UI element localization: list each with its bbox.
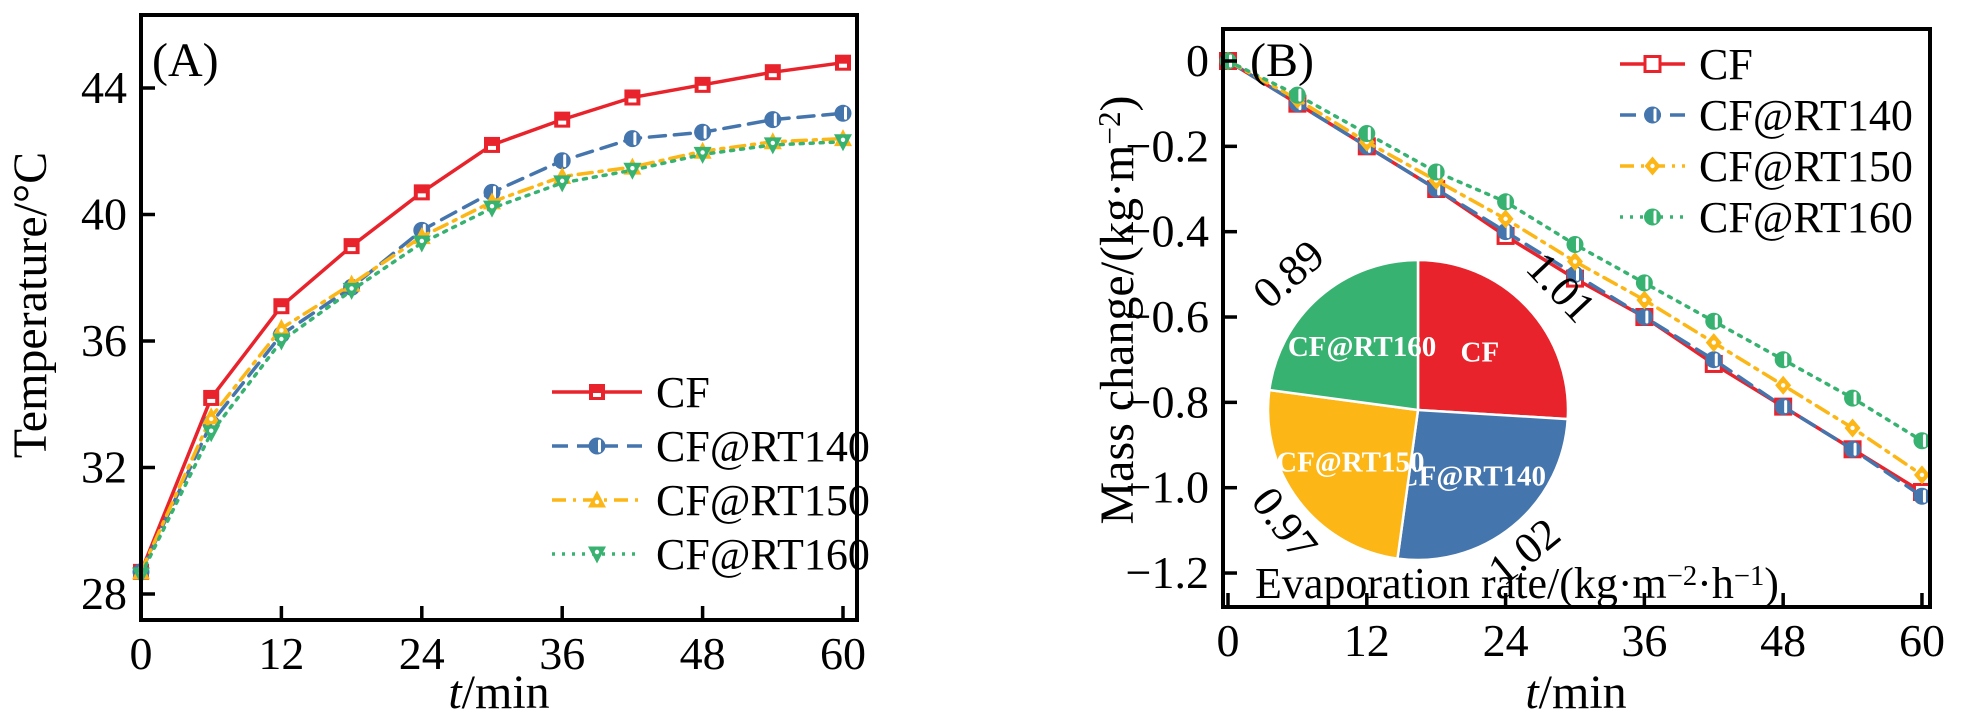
pie-slice-CF@RT160 [1267,258,1420,412]
legend-label-CF@RT150: CF@RT150 [656,476,870,525]
x-axis-title: t/min [1525,666,1626,717]
x-tick-label: 0 [1217,615,1240,666]
legend-label-CF: CF [656,368,710,417]
x-axis-title: t/min [448,666,549,717]
x-tick-label: 24 [399,628,445,679]
pie-caption: Evaporation rate/(kg·m−2·h−1) [1255,559,1779,608]
x-tick-label: 60 [1899,615,1945,666]
panel-b-mass-change-chart: CF1.01CF@RT1401.02CF@RT1500.97CF@RT1600.… [1091,27,1945,717]
panel-B: CF1.01CF@RT1401.02CF@RT1500.97CF@RT1600.… [1091,27,1945,717]
series-CF@RT160 [1219,52,1931,450]
x-tick-label: 12 [258,628,304,679]
y-tick-label: 44 [81,62,127,113]
legend-label-CF@RT150: CF@RT150 [1699,142,1913,191]
pie-slice-name-CF: CF [1461,337,1500,369]
y-tick-label: 36 [81,315,127,366]
y-tick-label: 40 [81,189,127,240]
x-tick-label: 36 [539,628,585,679]
y-tick-label: −1.2 [1126,547,1209,598]
panel-A: 0 12 24 36 48 60 28 32 36 40 44 t/min Temperature/°C… [4,13,870,717]
y-tick-label: −1.0 [1126,462,1209,513]
pie-slice-name-CF@RT140: CF@RT140 [1398,461,1546,493]
evaporation-rate-pie-inset: CF1.01CF@RT1401.02CF@RT1500.97CF@RT1600.… [1242,230,1779,608]
legend-label-CF: CF [1699,40,1753,89]
x-tick-label: 36 [1621,615,1667,666]
x-tick-label: 48 [680,628,726,679]
pie-slice-CF@RT140 [1396,408,1570,562]
x-tick-label: 60 [820,628,866,679]
panel-a-temperature-chart: 0 12 24 36 48 60 28 32 36 40 44 t/min Temperature/°C… [4,13,870,717]
y-tick-label: 28 [81,568,127,619]
panel-letter: (A) [152,34,219,87]
x-tick-label: 48 [1760,615,1806,666]
y-tick-label: −0.6 [1126,291,1209,342]
x-tick-label: 24 [1483,615,1529,666]
legend-label-CF@RT160: CF@RT160 [1699,193,1913,242]
y-tick-label: −0.2 [1126,120,1209,171]
x-tick-label: 12 [1344,615,1390,666]
y-axis-title: Temperature/°C [4,152,57,458]
series-CF [133,54,851,580]
legend-label-CF@RT140: CF@RT140 [1699,91,1913,140]
x-tick-label: 0 [130,628,153,679]
series-group [1219,51,1931,505]
legend: CF CF@RT140 CF@RT150 CF@RT160 [552,368,870,579]
y-tick-label: −0.4 [1126,206,1209,257]
y-axis-title: Mass change/(kg·m−2) [1091,95,1144,524]
panel-letter: (B) [1250,34,1314,87]
y-tick-label: −0.8 [1126,376,1209,427]
pie-slice-name-CF@RT160: CF@RT160 [1288,331,1436,363]
axes: 0 12 24 36 48 60 28 32 36 40 44 [81,13,866,679]
legend-label-CF@RT140: CF@RT140 [656,422,870,471]
y-tick-label: 0 [1186,35,1209,86]
pie-slice-CF@RT150 [1266,388,1420,560]
pie-slice-name-CF@RT150: CF@RT150 [1276,446,1424,478]
legend-label-CF@RT160: CF@RT160 [656,530,870,579]
y-tick-label: 32 [81,442,127,493]
axes: 0 12 24 36 48 60 0 −0.2 −0.4 −0.6 −0.8 −1.0 −1.2 [1126,27,1945,666]
pie-slice-CF [1416,258,1570,421]
